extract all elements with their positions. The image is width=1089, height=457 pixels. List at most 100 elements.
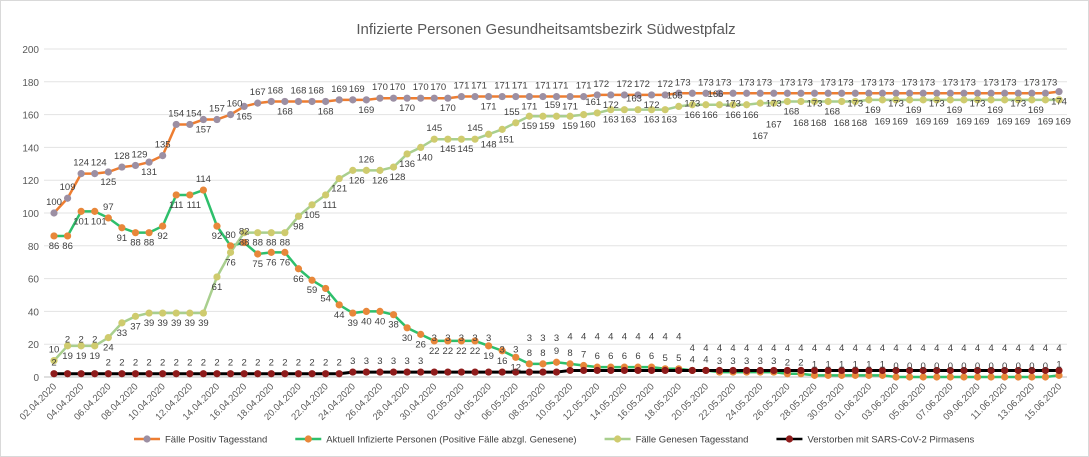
data-label: 3 [527, 333, 532, 344]
data-point [444, 337, 452, 345]
data-label: 2 [119, 358, 124, 369]
y-tick-label: 60 [28, 275, 40, 286]
data-label: 169 [358, 105, 374, 116]
data-label: 171 [562, 102, 578, 113]
data-label: 171 [521, 102, 537, 113]
data-label: 22 [470, 346, 481, 357]
data-label: 2 [92, 335, 97, 346]
data-point [362, 96, 370, 104]
data-label: 40 [361, 316, 372, 327]
data-point [91, 170, 99, 178]
data-label: 2 [269, 358, 274, 369]
data-point [457, 368, 466, 376]
data-point [960, 89, 968, 97]
data-label: 168 [783, 106, 799, 117]
data-label: 98 [293, 221, 304, 232]
data-point [987, 373, 995, 381]
data-point [647, 366, 656, 375]
data-point [892, 366, 900, 375]
data-label: 170 [390, 82, 406, 93]
data-label: 128 [114, 151, 130, 162]
data-point [919, 366, 927, 375]
data-label: 111 [187, 200, 201, 211]
data-point [199, 370, 207, 378]
data-label: 3 [758, 356, 763, 367]
data-label: 39 [171, 318, 182, 329]
data-label: 2 [282, 358, 287, 369]
data-label: 171 [576, 81, 592, 92]
data-point [756, 89, 764, 97]
data-point [919, 89, 927, 97]
data-point [77, 342, 85, 350]
data-point [457, 135, 466, 143]
data-point [715, 101, 724, 109]
data-point [240, 370, 248, 378]
data-label: 2 [79, 335, 84, 346]
data-label: 2 [133, 358, 138, 369]
data-point [50, 209, 58, 217]
data-label: 2 [214, 358, 219, 369]
data-label: 169 [906, 105, 922, 116]
data-point [308, 276, 316, 284]
data-point [566, 112, 574, 120]
data-point [281, 370, 289, 378]
data-label: 4 [744, 343, 749, 354]
data-label: 6 [595, 351, 600, 362]
data-point [484, 342, 493, 350]
data-label: 86 [49, 241, 60, 252]
data-point [172, 370, 180, 378]
data-label: 173 [1010, 98, 1026, 109]
data-point [254, 99, 262, 107]
data-point [797, 89, 805, 97]
data-point [783, 97, 791, 106]
data-label: 2 [160, 358, 165, 369]
data-label: 92 [212, 231, 223, 242]
data-point [770, 89, 778, 97]
data-label: 88 [239, 238, 250, 249]
data-point [919, 373, 927, 381]
data-point [457, 92, 466, 101]
data-label: 124 [73, 158, 89, 169]
data-label: 0 [1002, 361, 1007, 372]
data-label: 2 [174, 358, 179, 369]
data-point [946, 373, 954, 381]
data-label: 0 [1029, 361, 1034, 372]
data-point [226, 370, 235, 378]
data-point [444, 94, 452, 102]
y-tick-label: 180 [22, 78, 39, 89]
data-label: 4 [893, 343, 898, 354]
data-label: 165 [667, 90, 683, 101]
data-point [647, 106, 656, 114]
data-label: 111 [169, 200, 183, 211]
data-label: 168 [267, 85, 283, 96]
data-label: 39 [157, 318, 168, 329]
data-point [131, 161, 140, 170]
data-point [471, 368, 479, 376]
data-label: 2 [201, 358, 206, 369]
data-point [145, 229, 153, 237]
data-label: 4 [730, 343, 735, 354]
data-point [50, 357, 58, 365]
data-point [498, 347, 506, 355]
data-label: 124 [91, 158, 107, 169]
data-point [593, 109, 601, 117]
data-label: 157 [209, 104, 225, 115]
data-point [281, 97, 289, 106]
data-label: 6 [608, 351, 613, 362]
data-label: 5 [676, 353, 681, 364]
data-point [145, 309, 153, 317]
data-point [254, 370, 262, 378]
data-point [1041, 89, 1050, 97]
data-point [512, 353, 520, 361]
data-point [933, 373, 941, 381]
data-point [226, 111, 235, 119]
data-label: 88 [280, 238, 291, 249]
data-label: 30 [402, 333, 413, 344]
data-point [729, 89, 737, 97]
data-label: 171 [535, 81, 551, 92]
data-label: 173 [807, 98, 823, 109]
data-point [172, 191, 180, 199]
data-point [50, 370, 58, 378]
data-label: 4 [866, 343, 871, 354]
data-point [349, 309, 357, 317]
